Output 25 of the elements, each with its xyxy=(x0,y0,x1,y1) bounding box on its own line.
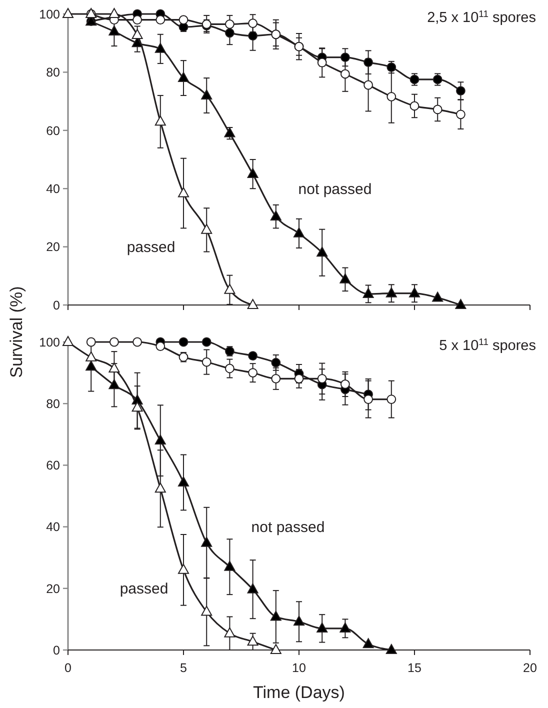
y-tick-label: 40 xyxy=(46,520,60,534)
x-tick-label: 10 xyxy=(292,661,306,675)
x-tick-label: 5 xyxy=(180,661,188,675)
chart-title: 2,5 x 10$^{11}$ spores xyxy=(427,8,536,26)
annotation: passed xyxy=(126,239,176,256)
y-axis-title: Survival (%) xyxy=(7,286,26,378)
y-tick-label: 40 xyxy=(46,182,60,196)
y-tick-label: 80 xyxy=(46,396,60,411)
y-tick-label: 60 xyxy=(46,124,60,138)
annotation: not passed xyxy=(251,519,325,536)
chart-title: 5 x 10$^{11}$ spores xyxy=(439,336,536,354)
annotation: not passed xyxy=(298,180,372,198)
x-tick-label: 15 xyxy=(408,661,422,675)
annotation: passed xyxy=(120,580,168,598)
y-tick-label: 100 xyxy=(39,7,60,22)
y-tick-label: 60 xyxy=(46,458,60,473)
y-tick-label: 0 xyxy=(53,643,60,658)
y-tick-label: 100 xyxy=(39,335,60,350)
x-axis-title: Time (Days) xyxy=(253,683,345,702)
y-tick-label: 20 xyxy=(46,582,60,596)
y-tick-label: 80 xyxy=(46,66,60,80)
y-tick-label: 0 xyxy=(53,298,60,312)
y-tick-label: 20 xyxy=(46,240,60,254)
x-tick-label: 20 xyxy=(523,661,537,675)
x-tick-label: 0 xyxy=(64,661,72,675)
